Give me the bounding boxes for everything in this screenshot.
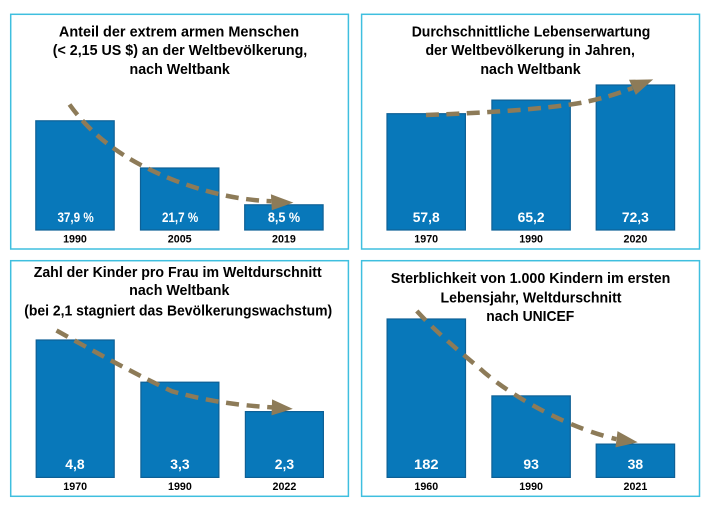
svg-text:1990: 1990 [519,234,543,246]
svg-text:Zahl der Kinder pro Frau im We: Zahl der Kinder pro Frau im Weltdurschni… [34,264,322,281]
svg-text:der Weltbevölkerung in Jahren,: der Weltbevölkerung in Jahren, [425,42,635,59]
svg-text:1990: 1990 [63,234,87,246]
svg-text:2019: 2019 [272,234,296,246]
svg-text:65,2: 65,2 [518,210,545,225]
svg-text:Lebensjahr, Weltdurschnitt: Lebensjahr, Weltdurschnitt [441,289,622,306]
svg-text:nach Weltbank: nach Weltbank [480,61,581,78]
svg-text:93: 93 [523,457,539,472]
svg-text:1970: 1970 [63,481,87,493]
svg-text:1970: 1970 [414,234,438,246]
svg-text:Sterblichkeit von 1.000 Kinder: Sterblichkeit von 1.000 Kindern im erste… [391,270,671,287]
svg-text:1960: 1960 [414,481,438,493]
svg-text:2005: 2005 [168,234,192,246]
svg-text:1990: 1990 [168,481,192,493]
svg-text:nach Weltbank: nach Weltbank [130,61,231,78]
svg-text:4,8: 4,8 [65,457,85,472]
svg-text:72,3: 72,3 [622,210,649,225]
svg-text:38: 38 [628,457,644,472]
svg-text:2020: 2020 [624,234,648,246]
svg-text:nach Weltbank: nach Weltbank [129,282,230,299]
svg-text:37,9 %: 37,9 % [57,210,93,225]
svg-text:182: 182 [414,457,439,472]
svg-text:57,8: 57,8 [413,210,440,225]
svg-text:21,7 %: 21,7 % [162,210,198,225]
svg-text:3,3: 3,3 [170,457,190,472]
svg-text:1990: 1990 [519,481,543,493]
svg-text:2022: 2022 [273,481,297,493]
svg-text:nach UNICEF: nach UNICEF [486,308,574,325]
svg-text:8,5 %: 8,5 % [268,210,300,225]
svg-text:Anteil der extrem armen Mensch: Anteil der extrem armen Menschen [59,24,299,41]
svg-text:(< 2,15 US $) an der Weltbevöl: (< 2,15 US $) an der Weltbevölkerung, [53,42,308,59]
svg-text:2,3: 2,3 [275,457,295,472]
svg-text:2021: 2021 [624,481,648,493]
svg-text:(bei 2,1 stagniert das Bevölke: (bei 2,1 stagniert das Bevölkerungswachs… [24,303,332,320]
svg-text:Durchschnittliche Lebenserwart: Durchschnittliche Lebenserwartung [412,24,651,41]
